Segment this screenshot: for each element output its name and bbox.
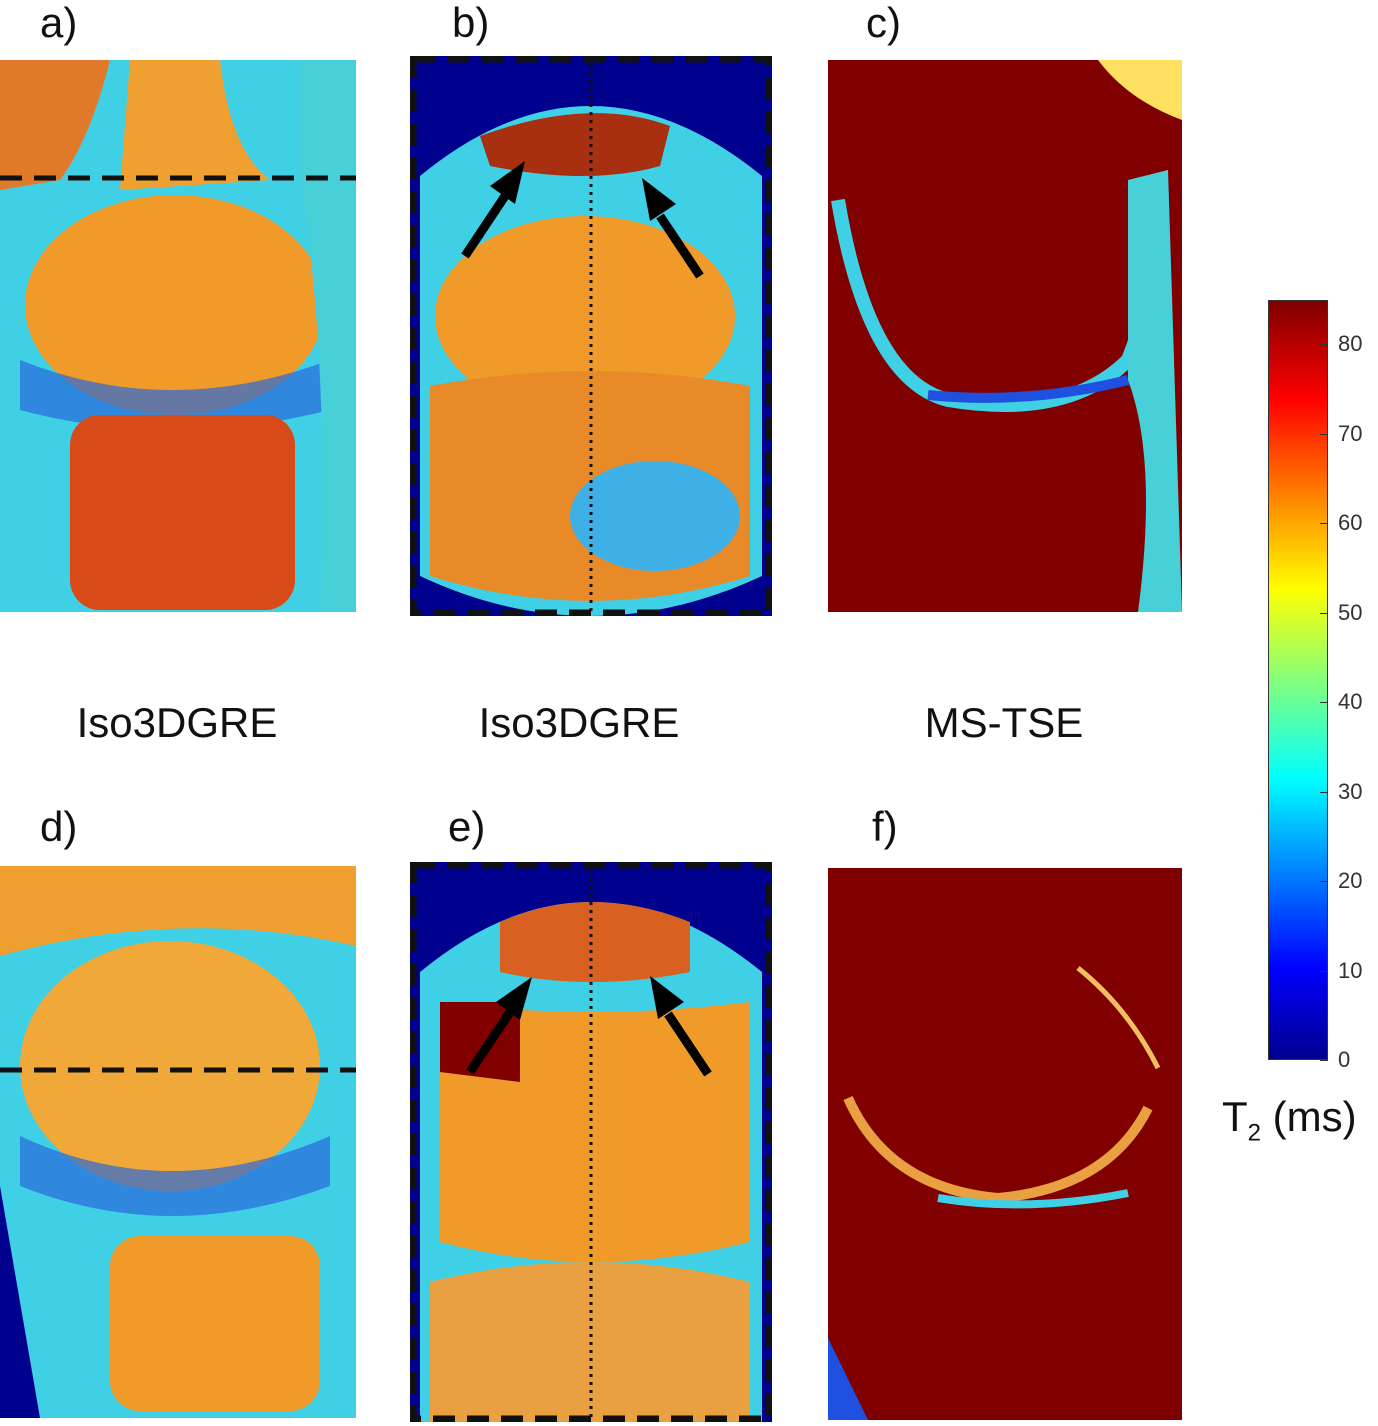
colorbar-tick-mark [1320, 970, 1328, 972]
colorbar-tick-label: 30 [1338, 778, 1363, 804]
panel-a-sagittal-map [0, 60, 356, 612]
panel-label-e: e) [448, 803, 486, 850]
colorbar-tick-mark [1320, 344, 1328, 345]
colorbar-tick-label: 80 [1338, 331, 1363, 356]
panel-label-c: c) [866, 0, 901, 46]
colorbar-tick-mark [1320, 612, 1328, 614]
panel-f-mstse-map [828, 868, 1182, 1420]
colorbar-tick-mark [1320, 523, 1328, 524]
colorbar-tick-label: 50 [1338, 599, 1363, 625]
colorbar-tick-mark [1320, 702, 1328, 703]
colorbar-title: T2 (ms) [1222, 1093, 1357, 1147]
panel-c-mstse-map [828, 60, 1182, 612]
panel-label-f: f) [872, 803, 898, 850]
colorbar-tick-label: 40 [1338, 689, 1363, 714]
colorbar-tick-label: 60 [1338, 510, 1363, 535]
colorbar-tick-label: 10 [1338, 957, 1363, 983]
method-label-col3: MS-TSE [924, 699, 1084, 746]
colorbar-tick-mark [1320, 791, 1328, 793]
panel-e-axial-map [410, 862, 772, 1422]
method-label-col1: Iso3DGRE [76, 699, 278, 746]
colorbar-tick-label: 0 [1338, 1047, 1351, 1072]
colorbar [1268, 300, 1328, 1060]
colorbar-tick-mark [1320, 1060, 1328, 1061]
panel-b-axial-map [410, 56, 772, 616]
panel-label-a: a) [40, 0, 78, 46]
method-label-col2: Iso3DGRE [478, 699, 680, 746]
colorbar-tick-mark [1320, 433, 1328, 435]
panel-label-d: d) [40, 803, 78, 850]
colorbar-tick-label: 70 [1338, 420, 1363, 446]
colorbar-tick-label: 20 [1338, 868, 1363, 893]
panel-d-sagittal-map [0, 866, 356, 1418]
colorbar-tick-mark [1320, 881, 1328, 882]
panel-label-b: b) [452, 0, 490, 46]
